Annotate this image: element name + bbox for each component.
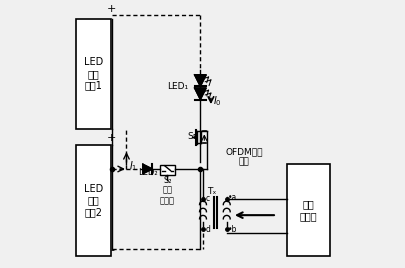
Text: •b: •b — [228, 225, 237, 234]
Text: LED₂: LED₂ — [137, 168, 157, 177]
Polygon shape — [194, 88, 206, 100]
Text: OFDM信号
注入: OFDM信号 注入 — [225, 147, 262, 167]
Polygon shape — [194, 75, 206, 86]
Text: -: - — [110, 245, 114, 255]
Text: $I_0$: $I_0$ — [212, 94, 221, 108]
Text: 通信
数据源: 通信 数据源 — [299, 199, 317, 221]
Bar — [160, 165, 174, 175]
Bar — [76, 145, 111, 256]
Text: $I_1$: $I_1$ — [128, 159, 137, 173]
Text: Sᴇ: Sᴇ — [187, 132, 197, 141]
Bar — [287, 164, 329, 256]
Bar — [76, 18, 111, 129]
Text: 网络
变压器: 网络 变压器 — [160, 186, 175, 205]
Text: LED
驱动
电源1: LED 驱动 电源1 — [84, 57, 103, 91]
Polygon shape — [143, 164, 152, 174]
Text: Tₓ: Tₓ — [207, 187, 216, 196]
Text: d: d — [205, 225, 210, 234]
Text: LED₁: LED₁ — [167, 82, 188, 91]
Text: +: + — [107, 4, 116, 14]
Text: c: c — [205, 194, 209, 203]
Text: LED
驱动
电源2: LED 驱动 电源2 — [84, 184, 103, 217]
Text: S₂: S₂ — [163, 177, 171, 185]
Text: •a: •a — [228, 193, 237, 202]
Text: +: + — [107, 133, 116, 143]
